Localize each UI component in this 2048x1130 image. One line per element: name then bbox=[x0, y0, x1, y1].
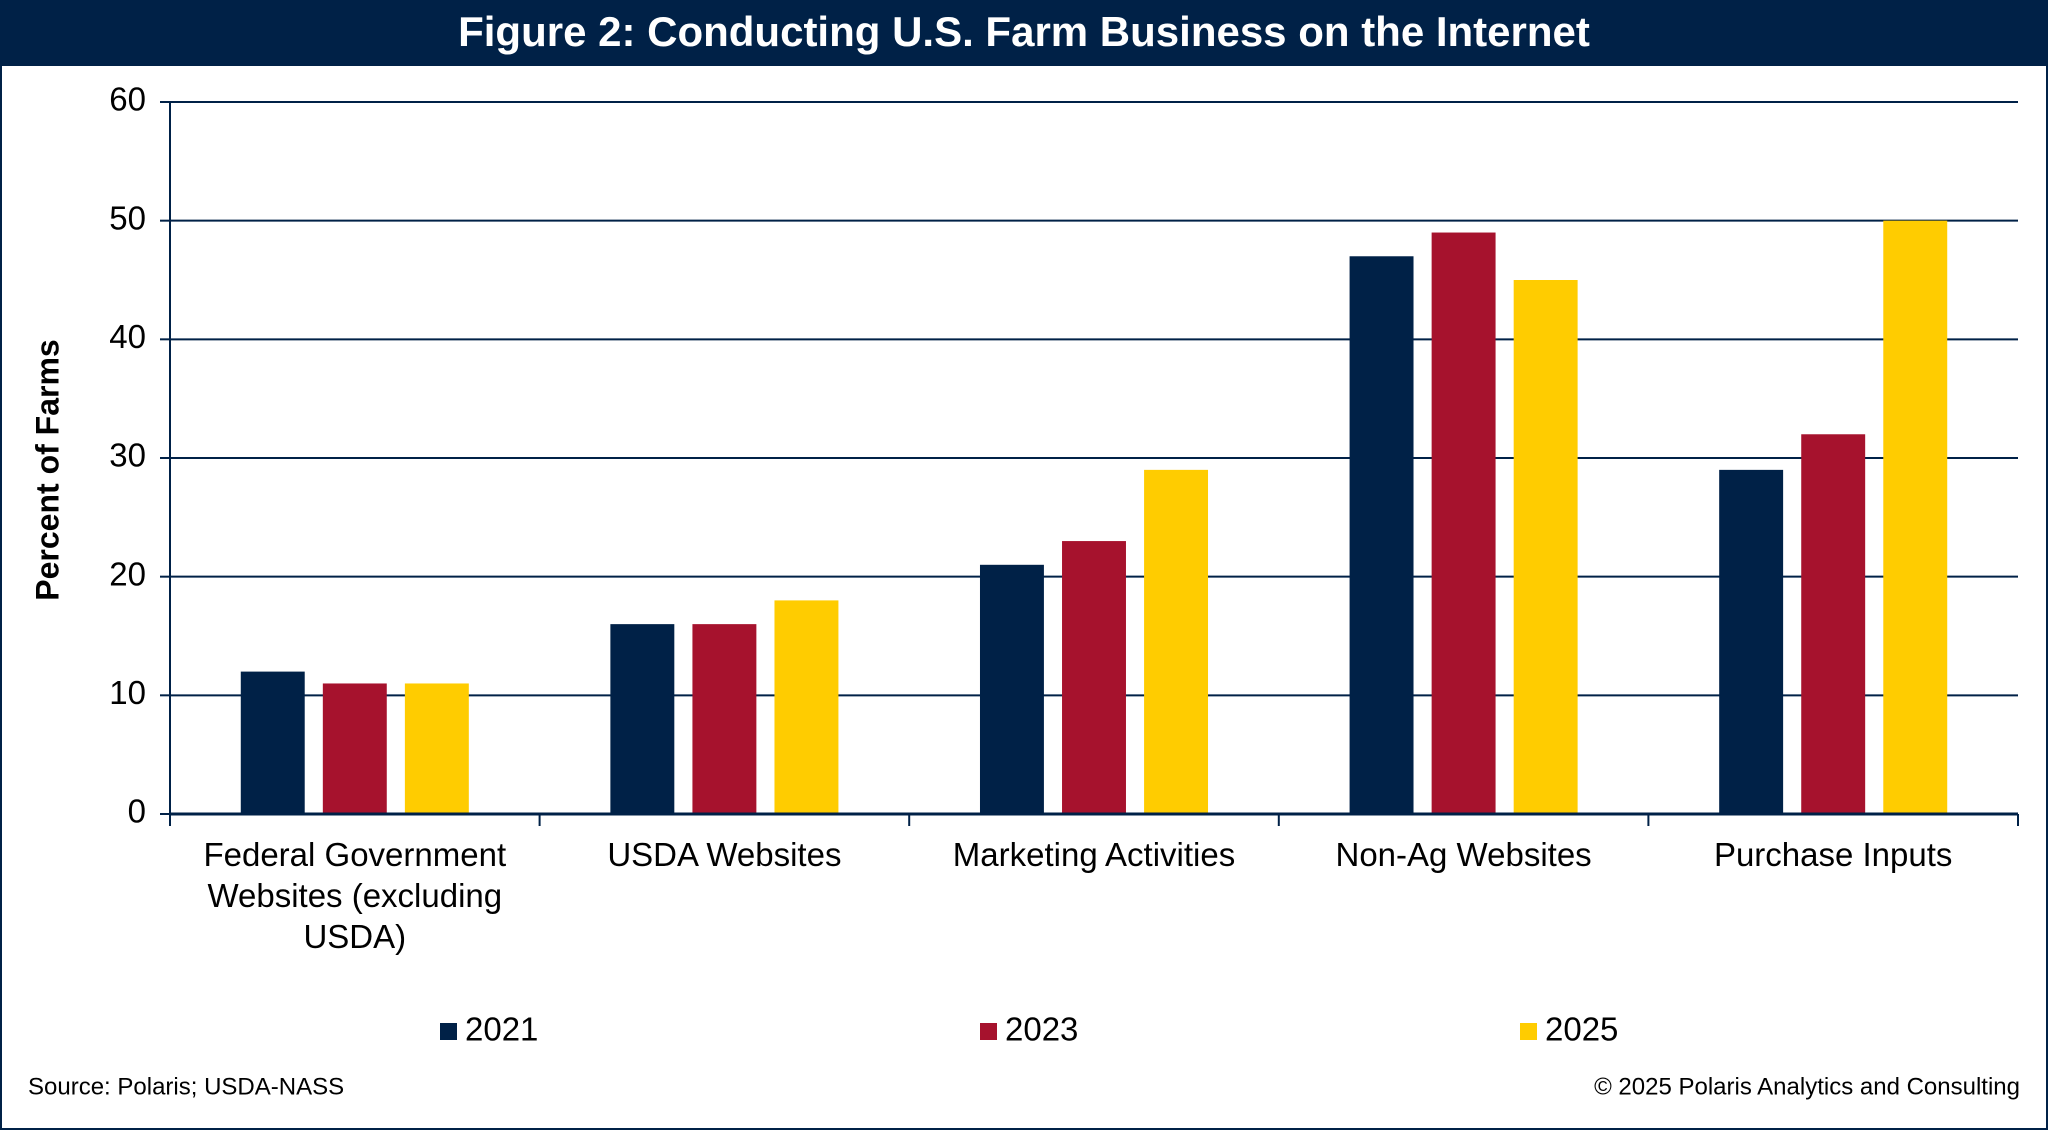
x-tick-label: Purchase Inputs bbox=[1713, 836, 1953, 873]
bar bbox=[240, 671, 305, 814]
bar bbox=[404, 683, 469, 814]
legend-swatch bbox=[440, 1023, 457, 1040]
copyright-note: © 2025 Polaris Analytics and Consulting bbox=[1594, 1073, 2020, 1100]
chart-title: Figure 2: Conducting U.S. Farm Business … bbox=[458, 8, 1590, 55]
bar bbox=[1349, 256, 1414, 814]
legend-swatch bbox=[1520, 1023, 1537, 1040]
x-tick-label: Non-Ag Websites bbox=[1335, 836, 1592, 873]
bar bbox=[1801, 434, 1866, 814]
title-bar bbox=[0, 0, 2048, 66]
y-tick-label: 60 bbox=[109, 81, 146, 118]
bar bbox=[979, 564, 1044, 814]
bar bbox=[1431, 232, 1496, 815]
bar bbox=[1513, 280, 1578, 814]
x-tick-label: Marketing Activities bbox=[952, 836, 1236, 873]
x-tick-label: USDA Websites bbox=[607, 836, 842, 873]
y-tick-label: 30 bbox=[109, 437, 146, 474]
legend-label: 2025 bbox=[1545, 1011, 1618, 1048]
legend-swatch bbox=[980, 1023, 997, 1040]
bar bbox=[322, 683, 387, 814]
bar bbox=[692, 624, 757, 814]
bar bbox=[774, 600, 839, 814]
y-tick-label: 10 bbox=[109, 674, 146, 711]
y-tick-label: 0 bbox=[128, 793, 146, 830]
y-axis-label: Percent of Farms bbox=[29, 339, 65, 600]
bar bbox=[1062, 541, 1126, 814]
y-tick-label: 50 bbox=[109, 199, 146, 236]
bar bbox=[610, 624, 675, 814]
bar bbox=[1719, 469, 1784, 814]
bar bbox=[1144, 469, 1209, 814]
y-tick-label: 20 bbox=[109, 555, 146, 592]
legend-label: 2023 bbox=[1005, 1011, 1078, 1048]
legend-label: 2021 bbox=[465, 1011, 538, 1048]
source-note: Source: Polaris; USDA-NASS bbox=[28, 1073, 344, 1100]
bar bbox=[1883, 220, 1948, 814]
x-tick-label: Federal Government Websites (excluding U… bbox=[203, 836, 507, 955]
y-tick-label: 40 bbox=[109, 318, 146, 355]
